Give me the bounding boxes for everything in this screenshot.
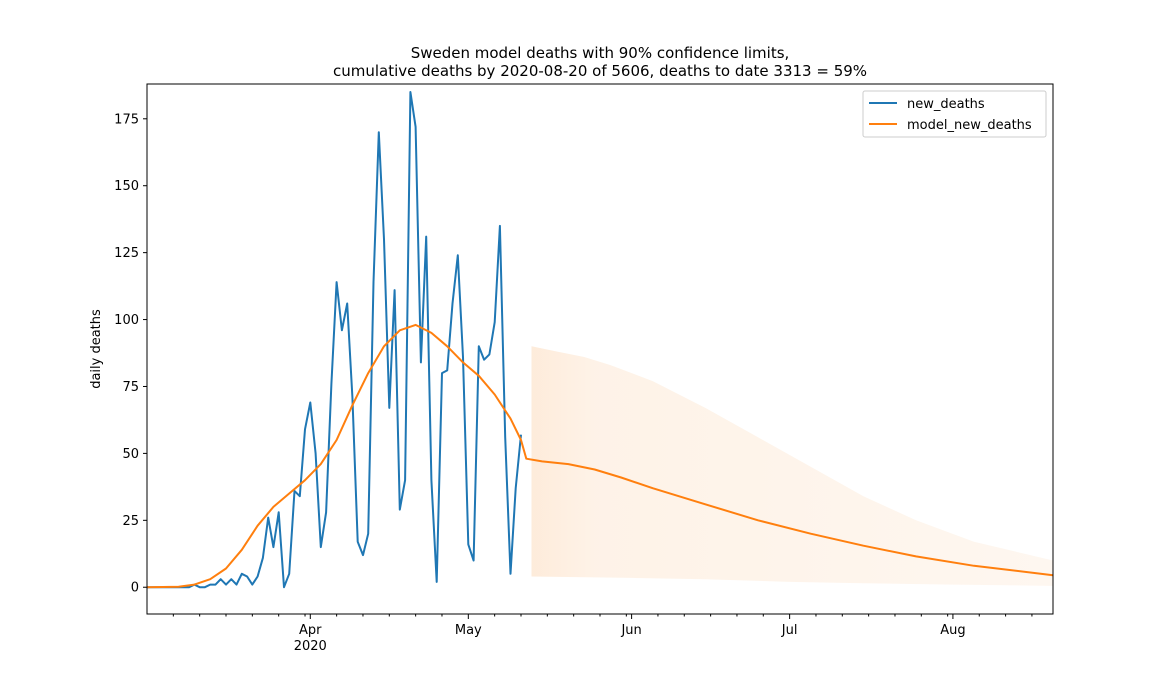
y-tick-label: 50 <box>122 447 139 462</box>
series-line-model-new-deaths <box>146 323 1054 589</box>
legend-label-new-deaths: new_deaths <box>907 97 985 112</box>
confidence-band <box>531 346 1053 586</box>
y-tick-label: 125 <box>114 246 139 261</box>
x-tick-sublabel: 2020 <box>294 639 327 654</box>
y-axis: 0 25 50 75 100 125 150 175 <box>114 112 147 596</box>
legend-label-model-new-deaths: model_new_deaths <box>907 118 1032 133</box>
y-tick-label: 150 <box>114 179 139 194</box>
y-tick-label: 75 <box>122 380 139 395</box>
x-tick-label: Apr <box>299 623 322 638</box>
series-layer <box>146 91 1054 589</box>
legend-box <box>862 90 1047 138</box>
x-tick-label: Jun <box>620 623 641 638</box>
x-tick-label: May <box>455 623 482 638</box>
legend: new_deaths model_new_deaths <box>862 90 1047 138</box>
y-tick-label: 25 <box>122 514 139 529</box>
series-line-new-deaths <box>147 91 522 589</box>
y-tick-label: 175 <box>114 112 139 127</box>
x-tick-label: Aug <box>940 623 965 638</box>
chart-title-line2: cumulative deaths by 2020-08-20 of 5606,… <box>333 62 867 80</box>
chart-title-line1: Sweden model deaths with 90% confidence … <box>411 44 790 62</box>
y-tick-label: 0 <box>131 581 139 596</box>
confidence-band-layer <box>531 346 1053 586</box>
y-axis-label: daily deaths <box>89 309 104 389</box>
y-tick-label: 100 <box>114 313 139 328</box>
x-tick-label: Jul <box>781 623 798 638</box>
